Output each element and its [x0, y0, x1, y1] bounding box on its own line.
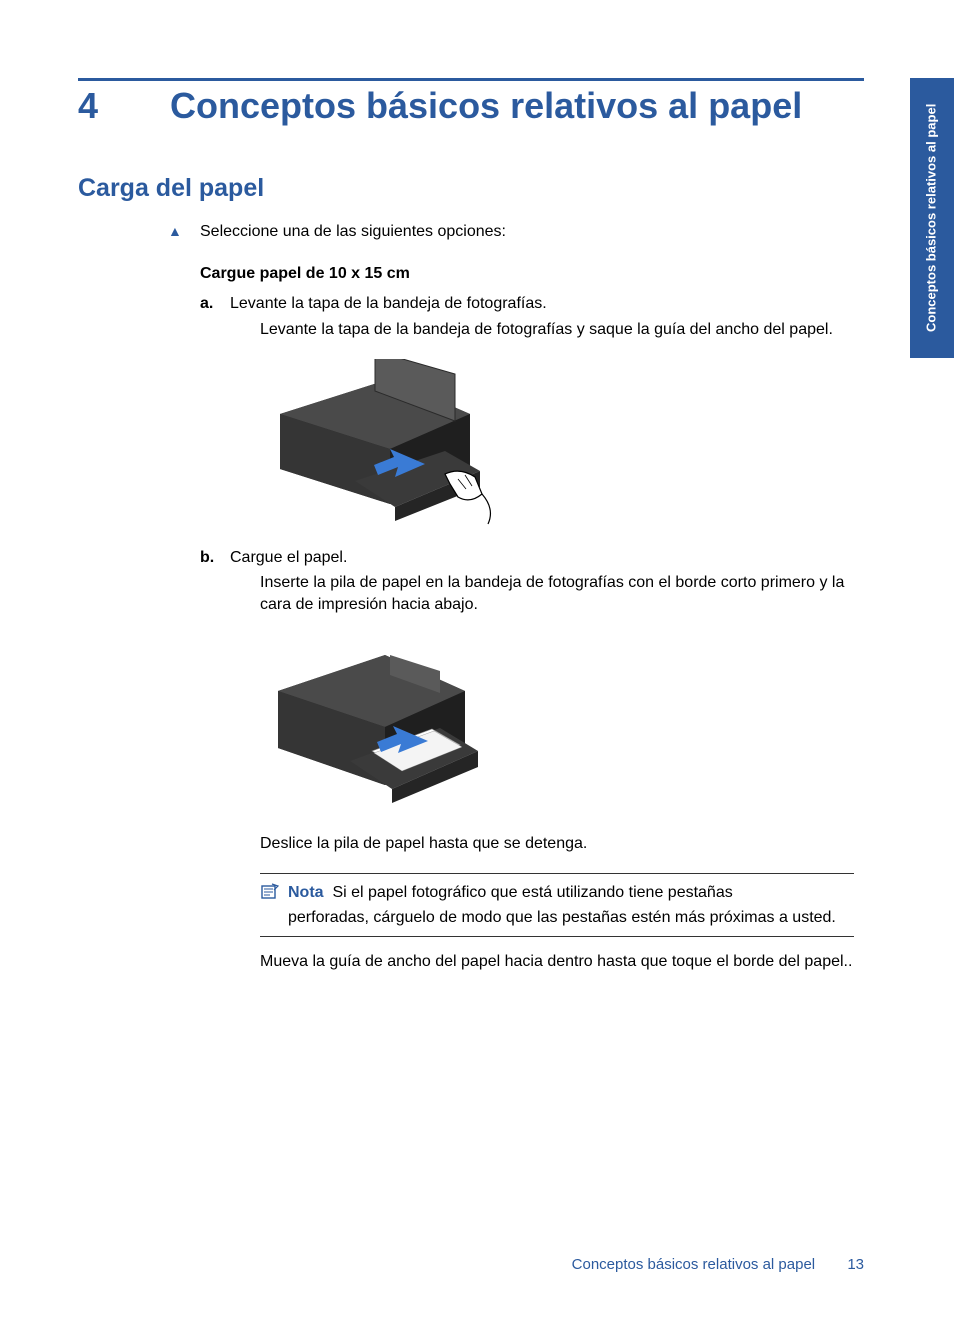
- step-b-letter: b.: [200, 547, 230, 569]
- printer-figure-1: [260, 359, 864, 527]
- chapter-number: 4: [78, 85, 170, 126]
- step-b: b. Cargue el papel.: [200, 547, 864, 569]
- page-content: 4 Conceptos básicos relativos al papel C…: [0, 0, 954, 1051]
- sub-heading: Cargue papel de 10 x 15 cm: [200, 265, 864, 283]
- note-body: Nota Si el papel fotográfico que está ut…: [288, 882, 854, 907]
- top-rule: [78, 78, 864, 81]
- triangle-bullet-icon: ▲: [168, 223, 200, 241]
- note-text-first: Si el papel fotográfico que está utiliza…: [332, 884, 732, 901]
- step-b-title: Cargue el papel.: [230, 547, 864, 569]
- section-heading: Carga del papel: [78, 174, 864, 203]
- note-text-rest: perforadas, cárguelo de modo que las pes…: [288, 907, 854, 929]
- step-b-detail-1: Inserte la pila de papel en la bandeja d…: [260, 572, 854, 615]
- instruction-intro: ▲ Seleccione una de las siguientes opcio…: [168, 223, 864, 241]
- step-b-detail-3: Mueva la guía de ancho del papel hacia d…: [260, 951, 854, 973]
- step-a-title: Levante la tapa de la bandeja de fotogra…: [230, 293, 864, 315]
- footer-page-number: 13: [847, 1256, 864, 1273]
- note-box: Nota Si el papel fotográfico que está ut…: [260, 873, 854, 937]
- step-b-detail-2: Deslice la pila de papel hasta que se de…: [260, 833, 854, 855]
- printer-figure-2: [260, 633, 864, 813]
- chapter-heading: 4 Conceptos básicos relativos al papel: [78, 85, 864, 126]
- footer-text: Conceptos básicos relativos al papel: [572, 1256, 815, 1273]
- step-a: a. Levante la tapa de la bandeja de foto…: [200, 293, 864, 315]
- step-a-detail: Levante la tapa de la bandeja de fotogra…: [260, 319, 854, 341]
- note-label: Nota: [288, 884, 324, 901]
- chapter-title: Conceptos básicos relativos al papel: [170, 85, 864, 126]
- page-footer: Conceptos básicos relativos al papel 13: [572, 1256, 864, 1273]
- intro-text: Seleccione una de las siguientes opcione…: [200, 223, 506, 241]
- note-icon: [260, 882, 288, 907]
- step-a-letter: a.: [200, 293, 230, 315]
